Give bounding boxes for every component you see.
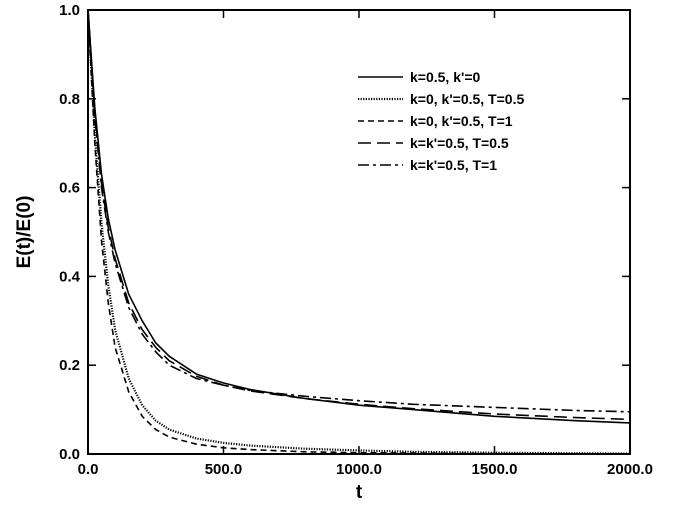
legend-label: k=0.5, k'=0 bbox=[410, 69, 480, 85]
x-tick-label: 1500.0 bbox=[472, 461, 518, 478]
series-line bbox=[87, 9, 631, 424]
x-tick-label: 0.0 bbox=[78, 461, 99, 478]
y-tick-label: 0.4 bbox=[59, 268, 81, 285]
y-tick-label: 0.0 bbox=[59, 446, 80, 463]
axis-ticks: 0.0 500.0 1000.0 1500.0 2000.0 0.0 0.2 0.4 0.6 0.… bbox=[59, 2, 653, 478]
x-axis-label: t bbox=[356, 482, 363, 503]
x-tick-label: 1000.0 bbox=[336, 461, 382, 478]
y-tick-label: 1.0 bbox=[59, 2, 80, 19]
series-line bbox=[86, 9, 631, 455]
series-line bbox=[87, 9, 631, 455]
y-tick-label: 0.6 bbox=[59, 180, 80, 197]
legend-label: k=k'=0.5, T=1 bbox=[410, 157, 497, 173]
series-line bbox=[87, 9, 631, 413]
series-layer bbox=[86, 9, 631, 455]
x-tick-label: 2000.0 bbox=[607, 461, 653, 478]
x-tick-label: 500.0 bbox=[205, 461, 243, 478]
legend-label: k=k'=0.5, T=0.5 bbox=[410, 135, 509, 151]
legend-label: k=0, k'=0.5, T=1 bbox=[410, 113, 513, 129]
y-axis-label: E(t)/E(0) bbox=[14, 196, 35, 269]
series-line bbox=[87, 9, 631, 421]
legend-label: k=0, k'=0.5, T=0.5 bbox=[410, 91, 524, 107]
y-tick-label: 0.2 bbox=[59, 357, 80, 374]
y-tick-label: 0.8 bbox=[59, 91, 80, 108]
legend: k=0.5, k'=0 k=0, k'=0.5, T=0.5 k=0, k'=0.5… bbox=[358, 69, 524, 173]
